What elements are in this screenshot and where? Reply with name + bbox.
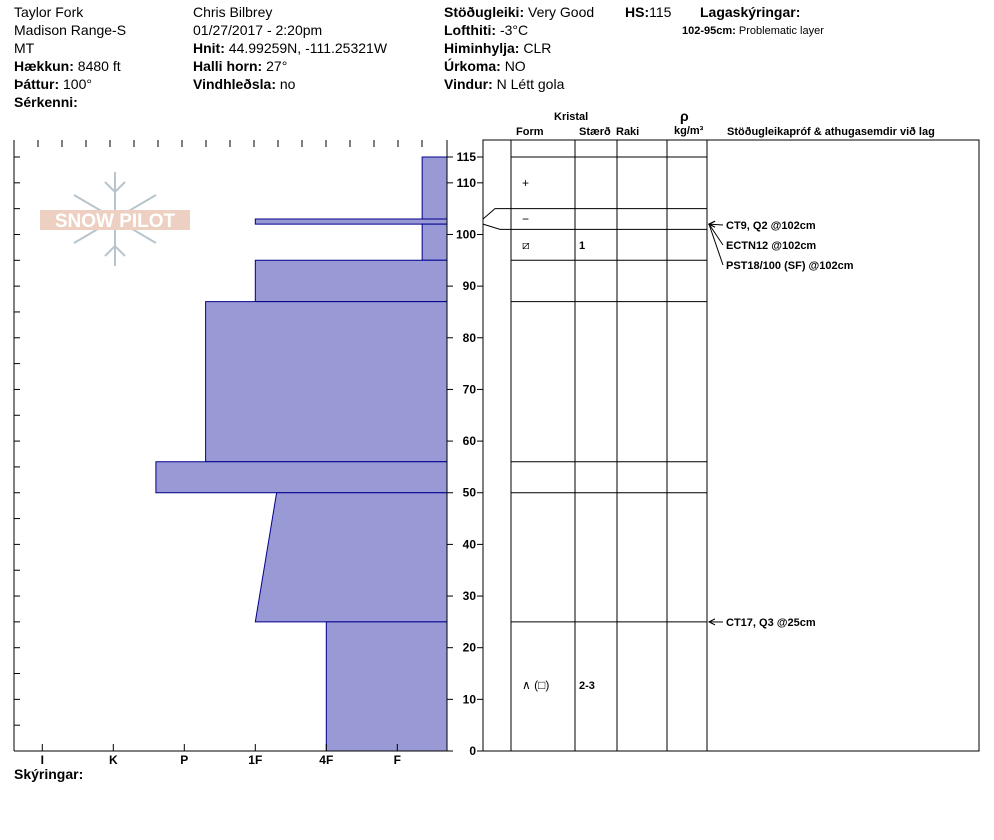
test-pointer xyxy=(708,223,724,226)
coordinates: Hnit: 44.99259N, -111.25321W xyxy=(193,39,387,57)
layer-notes-label: Lagaskýringar: xyxy=(700,4,801,20)
hardness-tick-label: P xyxy=(180,753,188,767)
sky-label: Himinhylja: xyxy=(444,40,520,56)
state: MT xyxy=(14,40,35,56)
grain-form-label: − xyxy=(522,212,529,226)
depth-tick-label: 40 xyxy=(463,537,477,551)
aspect: Þáttur: 100° xyxy=(14,75,92,93)
grain-form-label: ⧄ xyxy=(522,238,530,252)
layer-note: 102-95cm: Problematic layer xyxy=(682,24,824,38)
col-form: Form xyxy=(516,126,544,138)
hs-label: HS: xyxy=(625,4,650,20)
grain-form-label: ∧ (□) xyxy=(522,678,549,692)
hardness-segment xyxy=(254,218,448,225)
legend-label: Skýringar: xyxy=(14,766,84,782)
test-arrow-icon xyxy=(707,618,716,626)
depth-tick-label: 90 xyxy=(463,279,477,293)
test-pointer xyxy=(708,223,724,266)
layer-note-range: 102-95cm: xyxy=(682,25,736,37)
hardness-segment xyxy=(325,621,448,752)
depth-tick-label: 10 xyxy=(463,692,477,706)
stability-test-label: CT17, Q3 @25cm xyxy=(726,617,816,629)
hardness-segment xyxy=(205,301,448,463)
col-moisture: Raki xyxy=(616,126,640,138)
sky: Himinhylja: CLR xyxy=(444,39,551,57)
hs-value: 115 xyxy=(649,4,672,20)
hardness-tick-label: 1F xyxy=(248,753,262,767)
hardness-segment xyxy=(421,156,448,220)
elevation: Hækkun: 8480 ft xyxy=(14,57,121,75)
precip-value: NO xyxy=(504,58,526,74)
stability-test-label: PST18/100 (SF) @102cm xyxy=(726,260,854,272)
hardness-tick-label: 4F xyxy=(319,753,333,767)
stability: Stöðugleiki: Very Good xyxy=(444,3,594,21)
sky-value: CLR xyxy=(523,40,552,56)
elevation-label: Hækkun: xyxy=(14,58,74,74)
hardness-segment xyxy=(421,223,448,261)
col-crystal: Kristal xyxy=(554,111,589,123)
boundary-connector xyxy=(482,208,511,220)
wind-value: N Létt gola xyxy=(496,76,565,92)
air-temp-label: Lofthiti: xyxy=(444,22,497,38)
air-temp: Lofthiti: -3°C xyxy=(444,21,528,39)
depth-tick-label: 70 xyxy=(463,382,477,396)
hardness-segment xyxy=(254,492,448,623)
aspect-value: 100° xyxy=(63,76,92,92)
depth-tick-label: 110 xyxy=(457,176,477,190)
wind-loading: Vindhleðsla: no xyxy=(193,75,295,93)
depth-tick-label: 100 xyxy=(456,227,476,241)
depth-tick-label: 20 xyxy=(463,641,477,655)
hardness-segment xyxy=(155,461,448,494)
depth-tick-label: 60 xyxy=(463,434,477,448)
snow-pilot-logo: SNOW PILOT xyxy=(55,211,176,232)
test-arrow-icon xyxy=(707,220,716,228)
stability-test-label: CT9, Q2 @102cm xyxy=(726,220,816,232)
layer-table-frame xyxy=(482,139,980,752)
observer: Chris Bilbrey xyxy=(193,4,273,20)
precipitation: Úrkoma: NO xyxy=(444,57,526,75)
col-size: Stærð xyxy=(579,126,611,138)
aspect-label: Þáttur: xyxy=(14,76,60,92)
hs: HS:115 xyxy=(625,3,671,21)
depth-tick-label: 50 xyxy=(463,486,477,500)
slope-label: Halli horn: xyxy=(193,58,263,74)
slope-value: 27° xyxy=(266,58,288,74)
col-density-symbol: ρ xyxy=(680,108,689,124)
hardness-tick-label: I xyxy=(41,753,44,767)
range: Madison Range-S xyxy=(14,22,127,38)
hardness-tick-label: K xyxy=(109,753,118,767)
precip-label: Úrkoma: xyxy=(444,58,501,74)
grain-size-label: 2-3 xyxy=(579,680,595,692)
col-density-unit: kg/m³ xyxy=(674,125,704,137)
slope: Halli horn: 27° xyxy=(193,57,287,75)
col-tests: Stöðugleikapróf & athugasemdir við lag xyxy=(727,126,935,138)
wind-loading-value: no xyxy=(279,76,296,92)
layer-note-text: Problematic layer xyxy=(738,25,824,37)
location: Taylor Fork xyxy=(14,4,84,20)
grain-form-label: + xyxy=(522,176,529,190)
depth-tick-label: 0 xyxy=(469,744,476,758)
specifics-label: Sérkenni: xyxy=(14,94,78,110)
coords-value: 44.99259N, -111.25321W xyxy=(228,40,388,56)
stability-value: Very Good xyxy=(528,4,595,20)
datetime: 01/27/2017 - 2:20pm xyxy=(193,22,323,38)
coords-label: Hnit: xyxy=(193,40,225,56)
stability-test-label: ECTN12 @102cm xyxy=(726,240,816,252)
wind-loading-label: Vindhleðsla: xyxy=(193,76,276,92)
depth-tick-label: 115 xyxy=(457,150,477,164)
grain-size-label: 1 xyxy=(579,240,585,252)
air-temp-value: -3°C xyxy=(499,22,529,38)
wind-label: Vindur: xyxy=(444,76,493,92)
logo-banner xyxy=(40,210,190,230)
hardness-segment xyxy=(254,259,448,303)
depth-tick-label: 80 xyxy=(463,331,477,345)
test-pointer xyxy=(708,223,724,246)
wind: Vindur: N Létt gola xyxy=(444,75,564,93)
boundary-connector xyxy=(482,223,511,230)
stability-label: Stöðugleiki: xyxy=(444,4,525,20)
hardness-tick-label: F xyxy=(394,753,401,767)
depth-tick-label: 30 xyxy=(463,589,477,603)
elevation-value: 8480 ft xyxy=(77,58,121,74)
